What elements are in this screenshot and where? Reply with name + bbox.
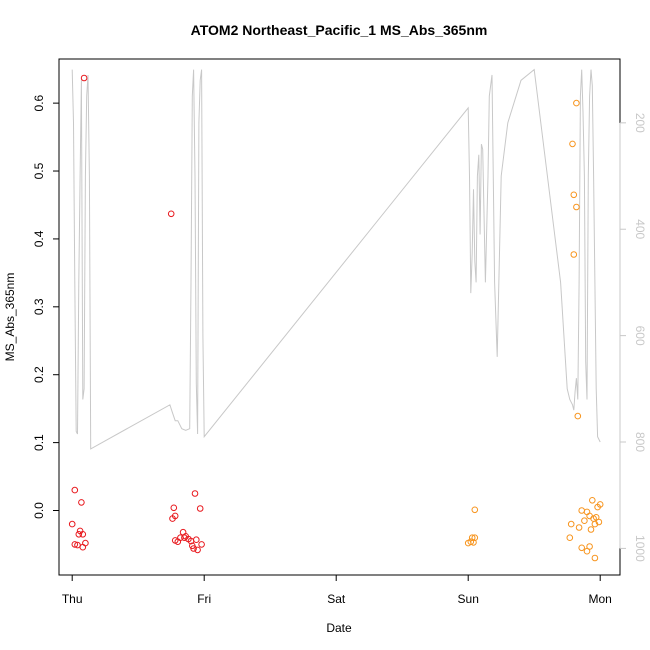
chart-title: ATOM2 Northeast_Pacific_1 MS_Abs_365nm [191, 22, 488, 38]
plot-frame [58, 58, 621, 576]
data-point-series-2 [569, 140, 576, 148]
y2-tick-label: 600 [633, 326, 647, 346]
data-point-series-2 [471, 534, 479, 542]
y-tick-label: 0.1 [32, 434, 46, 451]
data-point-series-1 [179, 528, 187, 536]
data-point-series-2 [573, 99, 580, 107]
data-point-series-2 [591, 520, 599, 528]
data-point-series-2 [471, 506, 479, 514]
y-tick-label: 0.6 [32, 94, 46, 111]
data-point-series-2 [575, 524, 583, 531]
data-point-series-1 [191, 490, 199, 497]
data-point-series-1 [196, 505, 204, 512]
y2-tick-label: 1000 [633, 535, 647, 562]
y2-axis: 200 400 600 800 1000 [619, 113, 647, 562]
data-point-series-2 [586, 512, 593, 520]
data-point-series-2 [570, 191, 578, 199]
y-tick-label: 0.5 [32, 162, 46, 179]
data-point-series-1 [194, 546, 201, 554]
data-point-series-2 [567, 520, 575, 528]
y2-tick-label: 400 [633, 219, 647, 239]
data-point-series-2 [591, 554, 599, 562]
data-point-series-2 [583, 508, 591, 516]
y2-tick-label: 800 [633, 432, 647, 452]
data-point-series-2 [581, 517, 588, 525]
x-tick-label: Mon [589, 592, 612, 606]
x-tick-label: Sat [327, 592, 346, 606]
y-tick-label: 0.0 [32, 502, 46, 519]
data-point-series-1 [79, 531, 87, 538]
data-point-series-1 [75, 531, 83, 538]
data-point-series-2 [570, 251, 578, 258]
data-point-series-1 [167, 210, 175, 218]
data-point-series-1 [71, 486, 79, 494]
data-point-series-2 [574, 412, 582, 420]
data-point-series-2 [468, 534, 476, 542]
x-axis-label: Date [326, 621, 352, 635]
data-point-series-2 [470, 539, 477, 546]
data-point-series-1 [79, 543, 87, 551]
data-point-series-2 [566, 534, 574, 542]
points-layer [68, 74, 604, 562]
y-tick-label: 0.2 [32, 366, 46, 383]
secondary-line-layer [71, 68, 601, 450]
y-axis-label: MS_Abs_365nm [3, 273, 17, 362]
secondary-series-line [71, 68, 601, 450]
data-point-series-2 [592, 514, 600, 521]
data-point-series-2 [589, 497, 596, 504]
y-tick-label: 0.4 [32, 230, 46, 247]
y-axis: 0.0 0.1 0.2 0.3 0.4 0.5 0.6 [32, 94, 60, 519]
data-point-series-1 [78, 499, 85, 506]
data-point-series-2 [587, 526, 595, 533]
data-point-series-1 [190, 545, 197, 552]
y-tick-label: 0.3 [32, 298, 46, 315]
x-axis: Thu Fri Sat Sun Mon [62, 574, 612, 606]
data-point-series-2 [573, 203, 580, 211]
data-point-series-1 [68, 520, 76, 528]
x-tick-label: Fri [197, 592, 211, 606]
x-tick-label: Thu [62, 592, 83, 606]
data-point-series-2 [596, 501, 604, 508]
data-point-series-1 [198, 541, 205, 548]
data-point-series-1 [181, 534, 188, 542]
y2-tick-label: 200 [633, 113, 647, 133]
data-point-series-1 [171, 512, 179, 520]
data-point-series-1 [80, 74, 88, 82]
data-point-series-2 [578, 507, 586, 514]
data-point-series-1 [71, 541, 79, 548]
x-tick-label: Sun [458, 592, 479, 606]
data-point-series-2 [586, 543, 593, 550]
data-point-series-1 [82, 539, 89, 547]
data-point-series-2 [578, 544, 586, 552]
data-point-series-1 [170, 504, 178, 512]
data-point-series-1 [193, 536, 200, 544]
